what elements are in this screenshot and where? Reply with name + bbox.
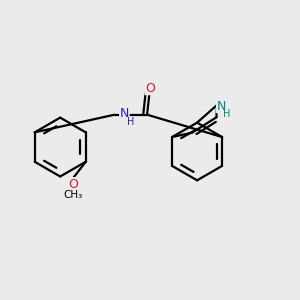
- Text: H: H: [224, 109, 231, 119]
- Text: O: O: [145, 82, 155, 95]
- Text: CH₃: CH₃: [63, 190, 83, 200]
- Text: N: N: [217, 100, 226, 112]
- Text: H: H: [127, 117, 134, 127]
- Text: O: O: [68, 178, 78, 191]
- Text: N: N: [120, 107, 129, 120]
